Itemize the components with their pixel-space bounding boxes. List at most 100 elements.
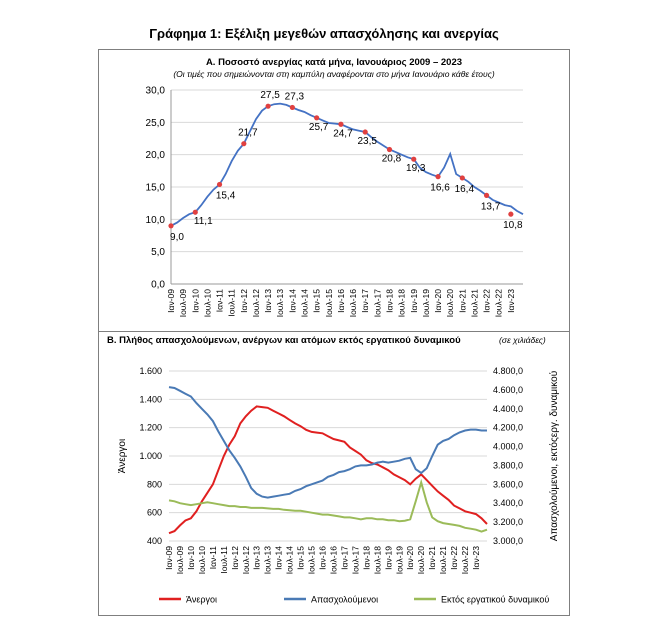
chart-b-ytick-left-label: 1.400: [139, 394, 162, 404]
chart-a-january-marker: [265, 103, 271, 109]
chart-a-ytick-label: 15,0: [146, 183, 166, 194]
chart-b-xtick-label: Ιαν-19: [383, 546, 393, 570]
chart-a-panel: Α. Ποσοστό ανεργίας κατά μήνα, Ιανουάριο…: [98, 49, 570, 333]
chart-b-ytick-right-label: 3.200,0: [493, 517, 523, 527]
chart-a-january-marker: [508, 211, 514, 217]
chart-a-ytick-label: 25,0: [146, 118, 166, 129]
chart-a-xtick-label: Ιαν-18: [384, 289, 394, 313]
chart-b-xtick-label: Ιαν-12: [230, 546, 240, 570]
chart-b-series-line-1: [168, 386, 487, 499]
chart-a-ytick-label: 5,0: [151, 247, 165, 258]
chart-a-ytick-label: 10,0: [146, 215, 166, 226]
chart-a-xtick-label: Ιουλ-21: [469, 289, 479, 318]
chart-b-legend-label: Εκτός εργατικού δυναμικού: [441, 595, 549, 605]
chart-b-xtick-label: Ιαν-21: [427, 546, 437, 570]
chart-a-xtick-label: Ιαν-23: [506, 289, 516, 313]
chart-a-data-label: 27,5: [260, 90, 280, 101]
chart-a-january-marker: [435, 174, 441, 180]
chart-b-xtick-label: Ιουλ-17: [350, 546, 360, 575]
chart-b-xtick-label: Ιουλ-12: [241, 546, 251, 575]
chart-a-svg: Α. Ποσοστό ανεργίας κατά μήνα, Ιανουάριο…: [146, 57, 524, 318]
chart-a-subtitle: (Οι τιμές που σημειώνονται στη καμπύλη α…: [173, 69, 494, 79]
chart-b-legend-label: Άνεργοι: [186, 595, 217, 605]
chart-b-ytick-right-label: 4.400,0: [493, 404, 523, 414]
chart-a-january-marker: [241, 141, 247, 147]
chart-b-xtick-label: Ιαν-17: [339, 546, 349, 570]
chart-b-xtick-label: Ιουλ-14: [285, 546, 295, 575]
chart-a-data-label: 15,4: [216, 190, 236, 201]
chart-b-xtick-label: Ιουλ-13: [263, 546, 273, 575]
chart-a-january-marker: [168, 223, 174, 229]
chart-a-xtick-label: Ιαν-20: [433, 289, 443, 313]
chart-a-data-label: 21,7: [238, 128, 258, 139]
chart-a-january-marker: [362, 129, 368, 135]
chart-a-data-label: 20,8: [382, 153, 402, 164]
chart-b-ytick-left-label: 1.000: [139, 451, 162, 461]
chart-a-title: Α. Ποσοστό ανεργίας κατά μήνα, Ιανουάριο…: [206, 57, 462, 68]
chart-a-january-marker: [483, 192, 490, 199]
chart-b-ytick-right-label: 4.800,0: [493, 366, 523, 376]
chart-a-data-label: 13,7: [481, 201, 501, 212]
chart-b-ytick-left-label: 1.600: [139, 366, 162, 376]
chart-a-data-label: 27,3: [285, 91, 305, 102]
chart-b-xtick-label: Ιαν-13: [252, 546, 262, 570]
chart-b-title: Β. Πλήθος απασχολούμενων, ανέργων και ατ…: [107, 335, 461, 346]
chart-b-xtick-label: Ιαν-10: [186, 546, 196, 570]
chart-a-xtick-label: Ιαν-16: [336, 289, 346, 313]
chart-a-xtick-label: Ιαν-21: [457, 289, 467, 313]
chart-a-xtick-label: Ιουλ-16: [348, 289, 358, 318]
chart-b-xtick-label: Ιουλ-18: [372, 546, 382, 575]
chart-a-january-marker: [192, 209, 198, 215]
chart-b-xtick-label: Ιουλ-19: [394, 546, 404, 575]
chart-b-xtick-label: Ιαν-14: [274, 546, 284, 570]
chart-a-xtick-label: Ιαν-13: [263, 289, 273, 313]
chart-a-xtick-label: Ιαν-19: [409, 289, 419, 313]
chart-a-january-marker: [314, 115, 320, 121]
chart-a-xtick-label: Ιαν-11: [215, 289, 225, 312]
chart-a-ytick-label: 30,0: [146, 86, 166, 97]
chart-b-xtick-label: Ιουλ-15: [307, 546, 317, 575]
chart-b-ytick-right-label: 4.600,0: [493, 385, 523, 395]
chart-a-january-marker: [338, 121, 344, 127]
chart-b-xtick-label: Ιαν-16: [318, 546, 328, 570]
chart-b-unit-note: (σε χιλιάδες): [499, 335, 546, 345]
chart-a-january-marker: [411, 156, 417, 162]
figure-title: Γράφημα 1: Εξέλιξη μεγεθών απασχόλησης κ…: [149, 26, 499, 41]
chart-a-data-label: 9,0: [170, 232, 184, 243]
chart-b-legend-label: Απασχολούμενοι: [311, 595, 378, 605]
chart-a-xtick-label: Ιουλ-13: [275, 289, 285, 318]
chart-a-xtick-label: Ιουλ-22: [494, 289, 504, 318]
chart-b-ylabel-right: Απασχολούμενοι, εκτόςεργ. δυναμικού: [548, 371, 560, 541]
chart-a-xtick-label: Ιαν-22: [482, 289, 492, 313]
chart-a-data-label: 16,4: [455, 184, 475, 195]
chart-b-ytick-right-label: 4.000,0: [493, 442, 523, 452]
chart-b-ytick-right-label: 3.000,0: [493, 536, 523, 546]
chart-b-ytick-right-label: 3.600,0: [493, 479, 523, 489]
chart-b-ytick-right-label: 4.200,0: [493, 423, 523, 433]
chart-b-xtick-label: Ιουλ-10: [197, 546, 207, 575]
chart-a-data-label: 25,7: [309, 122, 329, 133]
chart-a-data-label: 23,5: [357, 136, 377, 147]
chart-b-ytick-left-label: 1.200: [139, 423, 162, 433]
chart-a-xtick-label: Ιουλ-10: [202, 289, 212, 318]
chart-a-ytick-label: 20,0: [146, 150, 166, 161]
chart-a-xtick-label: Ιαν-10: [190, 289, 200, 313]
chart-b-panel: Β. Πλήθος απασχολούμενων, ανέργων και ατ…: [98, 331, 570, 616]
chart-b-ytick-left-label: 800: [147, 479, 162, 489]
chart-a-ytick-label: 0,0: [151, 280, 165, 291]
chart-b-xtick-label: Ιαν-20: [405, 546, 415, 570]
chart-a-january-marker: [459, 175, 465, 181]
chart-b-xtick-label: Ιαν-15: [296, 546, 306, 570]
chart-b-svg: Β. Πλήθος απασχολούμενων, ανέργων και ατ…: [107, 335, 560, 605]
chart-b-series-line-0: [168, 405, 488, 535]
chart-a-xtick-label: Ιαν-17: [360, 289, 370, 313]
chart-b-xtick-label: Ιουλ-20: [416, 546, 426, 575]
chart-a-xtick-label: Ιαν-09: [166, 289, 176, 313]
chart-b-ytick-left-label: 600: [147, 508, 162, 518]
chart-a-xtick-label: Ιαν-12: [239, 289, 249, 313]
chart-a-january-marker: [289, 104, 295, 111]
chart-a-january-marker: [216, 181, 223, 188]
chart-b-xtick-label: Ιουλ-09: [175, 546, 185, 575]
chart-a-data-label: 19,3: [406, 163, 426, 174]
chart-b-xtick-label: Ιαν-18: [361, 546, 371, 570]
